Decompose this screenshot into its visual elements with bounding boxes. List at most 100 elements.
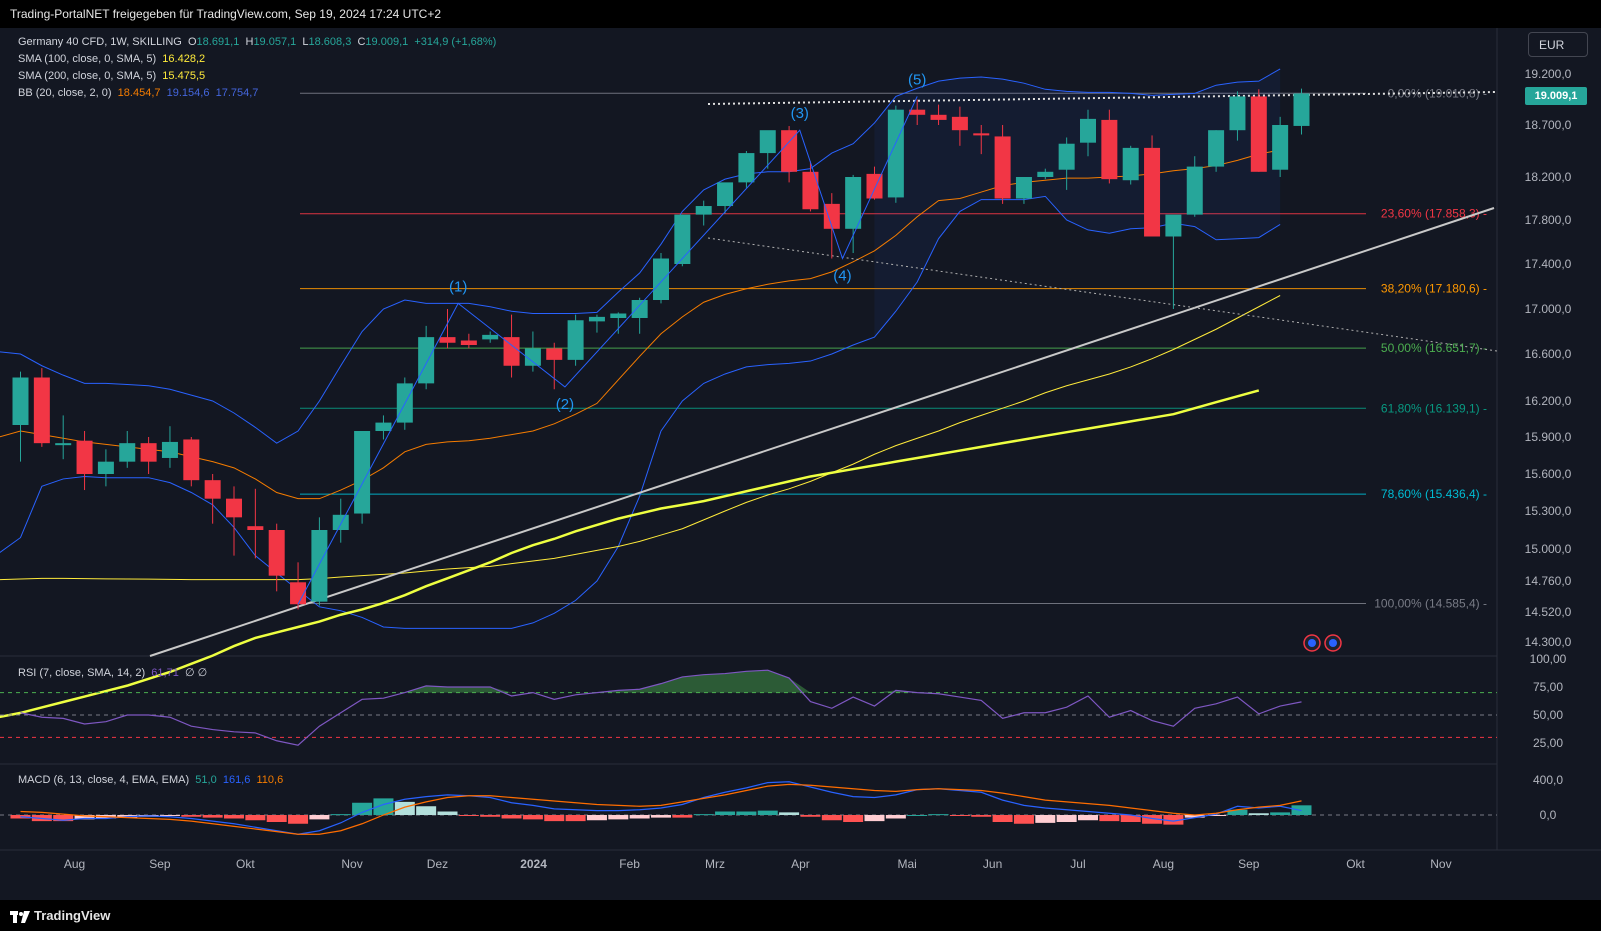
bb-lower-value: 17.754,7: [215, 87, 259, 99]
price-tick-label: 14.300,0: [1525, 635, 1572, 649]
macd-hist-bar: [907, 815, 928, 816]
candle-body: [55, 443, 72, 446]
macd-hist-bar: [779, 812, 800, 815]
tradingview-logo[interactable]: TradingView: [10, 900, 110, 931]
macd-hist-bar: [586, 815, 607, 821]
candle-body: [823, 203, 840, 229]
price-tick-label: 18.700,0: [1525, 118, 1572, 132]
elliott-wave-label: (4): [833, 268, 851, 285]
price-tick-label: 15.300,0: [1525, 504, 1572, 518]
candle-body: [973, 133, 990, 136]
rsi-legend[interactable]: RSI (7, close, SMA, 14, 2) 61,71 ∅ ∅: [18, 666, 207, 679]
macd-hist-bar: [394, 801, 415, 815]
macd-hist-bar: [565, 815, 586, 822]
time-tick-label: Mrz: [705, 857, 725, 871]
elliott-waves: (1) (2) (3) (4) (5): [297, 71, 1342, 652]
candle-body: [76, 440, 93, 474]
elliott-wave-label: (1): [449, 278, 467, 295]
candle-body: [183, 439, 200, 481]
change-value: +314,9 (+1,68%): [414, 36, 497, 48]
symbol-name[interactable]: Germany 40 CFD, 1W, SKILLING: [18, 36, 182, 48]
candle-body: [1122, 147, 1139, 181]
bb-lower-line: [0, 195, 1281, 629]
candle-body: [204, 480, 221, 499]
open-value: 18.691,1: [196, 36, 240, 48]
fib-label-3: 50,00% (16.651,7) -: [1381, 341, 1487, 355]
price-axis: 14.300,0 14.520,0 14.760,0 15.000,0 15.300,0…: [1525, 67, 1572, 649]
candle-body: [1165, 214, 1182, 237]
macd-hist-bar: [288, 815, 309, 824]
price-tick-label: 17.400,0: [1525, 257, 1572, 271]
candle-body: [1015, 177, 1032, 199]
macd-hist-bar: [352, 802, 373, 815]
candle-body: [524, 348, 541, 366]
time-tick-label: Feb: [619, 857, 640, 871]
candle-body: [1186, 166, 1203, 215]
candles[interactable]: [12, 88, 1310, 610]
candle-body: [161, 441, 178, 458]
rsi-tick-label: 100,00: [1530, 652, 1567, 666]
time-axis: Aug Sep Okt Nov Dez 2024 Feb Mrz Apr Mai Jun Jul Aug…: [64, 857, 1452, 871]
rsi-label: RSI (7, close, SMA, 14, 2): [18, 667, 146, 679]
rsi-line: [20, 669, 1302, 746]
candle-body: [994, 136, 1011, 199]
time-tick-label: 2024: [520, 857, 547, 871]
elliott-wave-label: (5): [908, 71, 926, 88]
price-tick-label: 15.900,0: [1525, 430, 1572, 444]
rsi-value: 61,71: [151, 667, 179, 679]
candle-body: [1293, 93, 1310, 126]
currency-button[interactable]: EUR: [1528, 32, 1588, 57]
rsi-pane: 25,00 50,00 75,00 100,00: [0, 652, 1567, 750]
bb-upper-value: 19.154,6: [166, 87, 210, 99]
open-label: O: [187, 36, 197, 48]
candle-body: [567, 320, 584, 360]
macd-hist-bar: [53, 815, 74, 822]
legend-bb-row[interactable]: BB (20, close, 2, 0) 18.454,7 19.154,6 1…: [18, 85, 496, 102]
price-tick-label: 19.200,0: [1525, 67, 1572, 81]
elliott-wave-path: [297, 96, 918, 605]
resistance-dotted-line: [707, 91, 1498, 105]
macd-hist-bar: [501, 815, 522, 819]
price-tick-label: 15.600,0: [1525, 467, 1572, 481]
legend-sma100-row[interactable]: SMA (100, close, 0, SMA, 5) 16.428,2: [18, 51, 496, 68]
lower-dotted-line: [707, 237, 1498, 352]
chart-canvas[interactable]: 0,00% (19.010,8) - 23,60% (17.858,3) - 38,…: [0, 28, 1601, 900]
elliott-wave-label: (3): [791, 105, 809, 122]
candle-body: [418, 337, 435, 384]
macd-hist-bar: [629, 815, 650, 819]
macd-hist-bar: [843, 815, 864, 822]
macd-hist-bar: [992, 815, 1013, 822]
close-value: 19.009,1: [365, 36, 409, 48]
legend-sma200-row[interactable]: SMA (200, close, 0, SMA, 5) 15.475,5: [18, 68, 496, 85]
candle-body: [951, 116, 968, 131]
time-tick-label: Sep: [1238, 857, 1260, 871]
high-label: H: [245, 36, 254, 48]
macd-hist-bar: [693, 814, 714, 816]
macd-hist-bar: [736, 811, 757, 815]
macd-legend[interactable]: MACD (6, 13, close, 4, EMA, EMA) 51,0 16…: [18, 774, 283, 786]
macd-line: [20, 781, 1302, 835]
candle-body: [482, 334, 499, 340]
candle-body: [119, 443, 136, 462]
bb-label: BB (20, close, 2, 0): [18, 87, 112, 99]
macd-hist-bar: [949, 815, 970, 816]
candle-body: [546, 348, 563, 360]
macd-hist-bar: [1078, 815, 1098, 821]
candle-body: [1101, 119, 1118, 180]
time-tick-label: Apr: [791, 857, 810, 871]
macd-hist-bar: [245, 815, 266, 821]
tradingview-logo-icon: [10, 910, 30, 923]
bollinger-band-fill: [874, 68, 1281, 338]
bollinger-fill: [874, 68, 1281, 338]
macd-hist-value: 110,6: [256, 774, 284, 786]
bb-basis-value: 18.454,7: [117, 87, 161, 99]
candle-body: [97, 461, 114, 474]
time-tick-label: Nov: [341, 857, 362, 871]
macd-hist-bar: [416, 806, 437, 815]
share-header: Trading-PortalNET freigegeben für Tradin…: [0, 0, 1601, 28]
high-value: 19.057,1: [253, 36, 297, 48]
macd-hist-bar: [1120, 815, 1141, 822]
fib-label-6: 100,00% (14.585,4) -: [1374, 597, 1487, 611]
macd-hist-bar: [373, 798, 394, 815]
macd-hist-bar: [224, 815, 244, 819]
